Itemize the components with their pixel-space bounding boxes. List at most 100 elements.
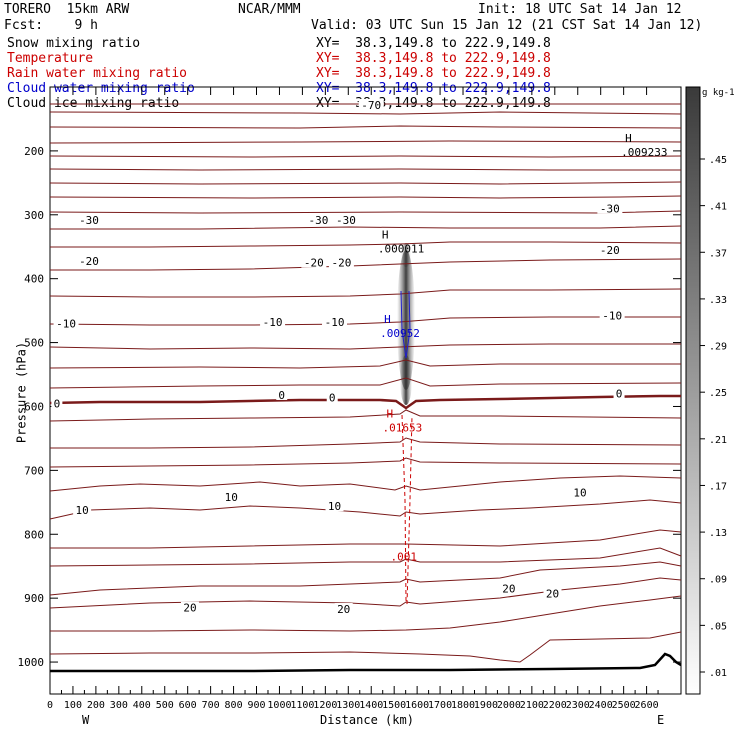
org-label: NCAR/MMM bbox=[238, 2, 301, 17]
east-label: E bbox=[657, 713, 665, 727]
colorbar-ticks: .45 .41 .37 .33 .29 .25 .21 .17 .13 .09 .05 .01 bbox=[700, 155, 727, 679]
colorbar-tick-label: .09 bbox=[709, 575, 727, 586]
maximum-letter: H bbox=[382, 229, 389, 242]
x-tick-label: 500 bbox=[156, 700, 174, 711]
y-tick-label: 300 bbox=[24, 209, 44, 222]
label-mask bbox=[222, 491, 241, 503]
valid-time: Valid: 03 UTC Sun 15 Jan 12 (21 CST Sat … bbox=[311, 18, 703, 33]
temperature-label: 10 bbox=[328, 500, 341, 513]
temperature-label: -10 bbox=[602, 310, 622, 323]
temperature-label: -20 bbox=[331, 257, 351, 270]
y-axis-title: Pressure (hPa) bbox=[14, 341, 29, 444]
x-axis: 0 100 200 300 400 500 600 700 800 900 100011001200… bbox=[47, 87, 659, 711]
x-tick-label: 800 bbox=[225, 700, 243, 711]
label-mask bbox=[73, 503, 92, 515]
temperature-label: 10 bbox=[573, 487, 586, 500]
temperature-label: -30 bbox=[600, 202, 620, 215]
colorbar-unit: g kg-1 bbox=[702, 88, 735, 98]
temperature-label: -20 bbox=[600, 244, 620, 257]
colorbar-tick-label: .33 bbox=[709, 295, 727, 306]
label-mask bbox=[334, 603, 353, 615]
cloud-water-contour bbox=[400, 290, 411, 359]
label-mask bbox=[51, 397, 63, 409]
x-tick-label: 100 bbox=[64, 700, 82, 711]
colorbar-tick-label: .41 bbox=[709, 202, 727, 213]
temperature-label: -10 bbox=[56, 317, 76, 330]
colorbar-tick-label: .05 bbox=[709, 621, 727, 632]
temperature-label: -20 bbox=[304, 257, 324, 270]
x-tick-label: 1100 bbox=[290, 700, 314, 711]
label-mask bbox=[76, 254, 102, 266]
colorbar-tick-label: .29 bbox=[709, 342, 727, 353]
field-name: Cloud water mixing ratio bbox=[7, 81, 195, 96]
label-mask bbox=[326, 391, 338, 403]
freezing-level-isotherm bbox=[49, 394, 681, 410]
label-mask bbox=[260, 316, 286, 328]
label-mask bbox=[76, 213, 102, 225]
terrain-surface bbox=[50, 652, 682, 673]
x-tick-label: 0 bbox=[47, 700, 53, 711]
plot-frame bbox=[49, 86, 682, 695]
x-tick-label: 2300 bbox=[566, 700, 590, 711]
x-tick-label: 1500 bbox=[382, 700, 406, 711]
label-mask bbox=[597, 243, 623, 255]
x-tick-label: 2200 bbox=[543, 700, 567, 711]
x-tick-label: 2600 bbox=[635, 700, 659, 711]
maximum-value: .001 bbox=[391, 551, 418, 564]
label-mask bbox=[53, 317, 79, 329]
label-mask bbox=[276, 388, 288, 400]
maximum-letter: H bbox=[625, 132, 632, 145]
x-tick-label: 1300 bbox=[336, 700, 360, 711]
x-tick-label: 2500 bbox=[612, 700, 636, 711]
maximum-letter: H bbox=[384, 313, 391, 326]
temperature-label: -30 bbox=[309, 214, 329, 227]
field-section-coords: XY= 38.3,149.8 to 222.9,149.8 bbox=[316, 66, 551, 81]
maximum-value: .009233 bbox=[621, 146, 667, 159]
init-time: Init: 18 UTC Sat 14 Jan 12 bbox=[478, 2, 682, 17]
temperature-label: 0 bbox=[54, 397, 61, 410]
field-section-coords: XY= 38.3,149.8 to 222.9,149.8 bbox=[316, 51, 551, 66]
x-tick-label: 2100 bbox=[520, 700, 544, 711]
colorbar bbox=[685, 86, 701, 695]
model-title: TORERO 15km ARW bbox=[4, 2, 130, 17]
label-mask bbox=[325, 500, 344, 512]
rain-water-contour bbox=[401, 414, 413, 605]
temperature-labels: -70 -30 -30 -30 -30 -20 -20 -20 -20 -10 -10 -10 -10 0… bbox=[51, 98, 625, 616]
y-tick-label: 600 bbox=[24, 400, 44, 413]
label-mask bbox=[301, 256, 327, 268]
x-tick-label: 1600 bbox=[405, 700, 429, 711]
temperature-label: -30 bbox=[336, 214, 356, 227]
label-mask bbox=[305, 213, 331, 225]
label-mask bbox=[499, 582, 518, 594]
colorbar-tick-label: .25 bbox=[709, 388, 727, 399]
y-tick-label: 900 bbox=[24, 592, 44, 605]
label-mask bbox=[328, 256, 354, 268]
forecast-hour: Fcst: 9 h bbox=[4, 18, 98, 33]
x-tick-label: 2000 bbox=[497, 700, 521, 711]
west-label: W bbox=[82, 713, 90, 727]
maximum-value: .00952 bbox=[380, 327, 420, 340]
field-name: Cloud ice mixing ratio bbox=[7, 96, 180, 111]
label-mask bbox=[597, 202, 623, 214]
field-name: Temperature bbox=[7, 51, 94, 66]
y-tick-label: 400 bbox=[24, 273, 44, 286]
colorbar-tick-label: .17 bbox=[709, 481, 727, 492]
temperature-label: -20 bbox=[79, 255, 99, 268]
y-tick-label: 700 bbox=[24, 464, 44, 477]
maximum-letter: H bbox=[386, 408, 393, 421]
temperature-label: 20 bbox=[502, 583, 515, 596]
temperature-label: -70 bbox=[361, 99, 381, 112]
x-tick-label: 900 bbox=[247, 700, 265, 711]
x-tick-label: 300 bbox=[110, 700, 128, 711]
label-mask bbox=[358, 98, 384, 110]
temperature-label: -10 bbox=[263, 316, 283, 329]
x-tick-label: 1200 bbox=[313, 700, 337, 711]
x-tick-label: 1700 bbox=[428, 700, 452, 711]
x-tick-label: 400 bbox=[133, 700, 151, 711]
x-tick-label: 1000 bbox=[267, 700, 291, 711]
temperature-label: 10 bbox=[225, 491, 238, 504]
temperature-isotherms bbox=[49, 103, 682, 663]
